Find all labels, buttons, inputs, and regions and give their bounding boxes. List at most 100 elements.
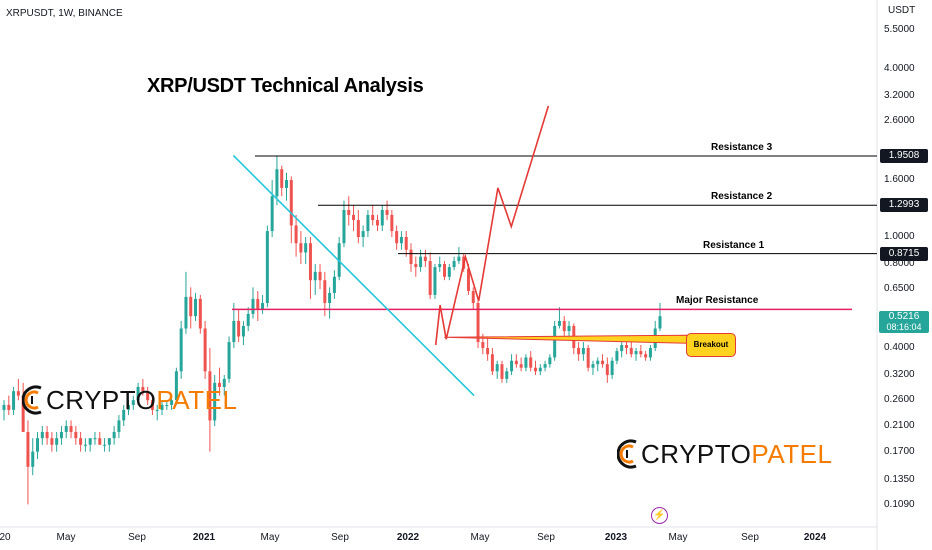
candle bbox=[337, 237, 341, 281]
candle bbox=[285, 172, 289, 201]
candle-body bbox=[534, 367, 538, 372]
candle bbox=[299, 231, 303, 265]
candle-body bbox=[184, 296, 188, 329]
candle-body bbox=[59, 431, 63, 439]
price-tick-label: 1.6000 bbox=[884, 174, 915, 186]
candle-body bbox=[519, 364, 523, 368]
candle-body bbox=[620, 345, 624, 352]
logo-c-mark-icon bbox=[617, 439, 637, 469]
candle bbox=[395, 225, 399, 250]
candle-body bbox=[648, 348, 652, 358]
logo-word-crypto: CRYPTO bbox=[641, 438, 752, 469]
candle bbox=[126, 400, 130, 416]
candle bbox=[581, 342, 585, 361]
candle-body bbox=[471, 291, 475, 303]
bar-countdown: 08:16:04 bbox=[886, 322, 922, 332]
level-label: Resistance 2 bbox=[711, 191, 773, 203]
candle bbox=[591, 360, 595, 376]
lightning-icon[interactable]: ⚡ bbox=[651, 507, 668, 524]
price-tick-label: 0.1700 bbox=[884, 445, 915, 457]
candle-body bbox=[179, 328, 183, 372]
candle-body bbox=[122, 409, 126, 421]
candle-body bbox=[553, 325, 557, 358]
current-price-value: 0.5216 bbox=[888, 311, 920, 322]
candle bbox=[414, 256, 418, 277]
candle bbox=[40, 426, 44, 445]
watermark-logo-left: CRYPTO PATEL bbox=[22, 382, 237, 418]
candle-body bbox=[165, 404, 169, 406]
price-tick-label: 0.1090 bbox=[884, 499, 915, 511]
level-label: Major Resistance bbox=[676, 295, 759, 307]
candle-body bbox=[2, 404, 6, 410]
candle bbox=[457, 247, 461, 265]
time-tick-label: 20 bbox=[0, 532, 11, 543]
candle-body bbox=[117, 420, 121, 432]
candle-body bbox=[404, 237, 408, 250]
candle-body bbox=[615, 351, 619, 361]
candle bbox=[332, 270, 336, 299]
candle bbox=[419, 249, 423, 272]
candle-body bbox=[361, 231, 365, 237]
price-tick-label: 5.5000 bbox=[884, 24, 915, 36]
candle-body bbox=[524, 357, 528, 368]
candle-body bbox=[490, 354, 494, 372]
candle bbox=[505, 367, 509, 383]
candle bbox=[409, 243, 413, 272]
candle-body bbox=[644, 354, 648, 358]
candle-body bbox=[510, 360, 514, 372]
candles-layer bbox=[2, 155, 662, 505]
candle bbox=[644, 351, 648, 361]
candle bbox=[227, 336, 231, 383]
candle-body bbox=[126, 404, 130, 410]
candle-body bbox=[36, 438, 40, 452]
candle-body bbox=[150, 400, 154, 410]
price-tick-label: 0.2100 bbox=[884, 420, 915, 432]
candle-body bbox=[323, 280, 327, 303]
candle bbox=[122, 404, 126, 427]
candle bbox=[596, 357, 600, 372]
candle-body bbox=[88, 438, 92, 445]
candle bbox=[93, 431, 97, 445]
candle-body bbox=[438, 264, 442, 268]
candle-body bbox=[203, 328, 207, 372]
time-tick-label: 2024 bbox=[803, 532, 827, 543]
candle bbox=[308, 237, 312, 299]
candle bbox=[428, 252, 432, 299]
candle-body bbox=[69, 426, 73, 432]
level-price-tag: 1.9508 bbox=[880, 149, 928, 164]
candle-body bbox=[385, 209, 389, 215]
candle-body bbox=[500, 364, 504, 379]
candle-body bbox=[457, 256, 461, 262]
candle-body bbox=[601, 360, 605, 365]
candle-body bbox=[476, 302, 480, 343]
price-tick-label: 0.1350 bbox=[884, 473, 915, 485]
candle bbox=[150, 395, 154, 416]
candle bbox=[562, 316, 566, 337]
candle bbox=[371, 205, 375, 226]
candle-body bbox=[64, 426, 68, 432]
candle-body bbox=[466, 268, 470, 292]
candle-body bbox=[452, 261, 456, 268]
candle-body bbox=[375, 220, 379, 226]
candle bbox=[548, 354, 552, 368]
candle bbox=[289, 176, 293, 244]
candle bbox=[50, 431, 54, 452]
candle-body bbox=[629, 348, 633, 355]
level-price-tag: 1.2993 bbox=[880, 198, 928, 213]
logo-c-mark-icon bbox=[22, 385, 42, 415]
candle-body bbox=[146, 391, 150, 401]
candle bbox=[423, 249, 427, 268]
candle-body bbox=[356, 220, 360, 237]
candle-body bbox=[414, 264, 418, 268]
candle-body bbox=[332, 276, 336, 293]
candle-body bbox=[208, 371, 212, 421]
price-tick-label: 3.2000 bbox=[884, 90, 915, 102]
candle bbox=[146, 386, 150, 405]
candle bbox=[55, 431, 59, 452]
candle bbox=[356, 209, 360, 244]
trendline-layer bbox=[232, 154, 475, 397]
candle-body bbox=[79, 438, 83, 445]
levels-layer bbox=[232, 155, 877, 311]
candle-body bbox=[581, 348, 585, 355]
candle bbox=[443, 261, 447, 281]
